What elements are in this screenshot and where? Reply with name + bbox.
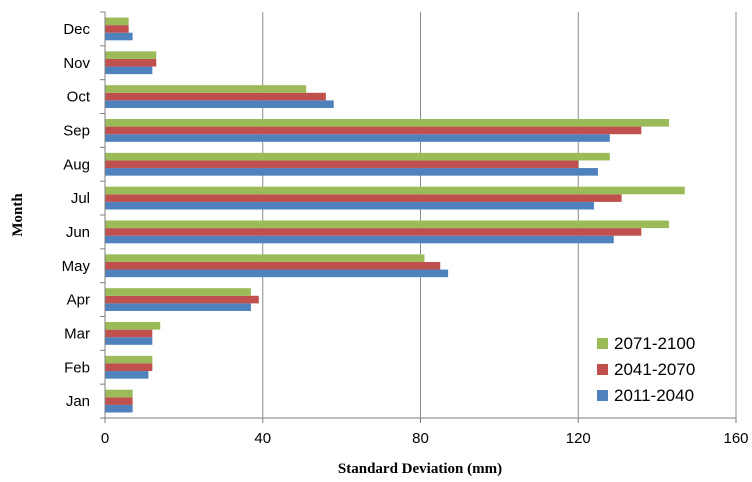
y-tick-label-aug: Aug — [63, 156, 90, 173]
legend-swatch-2011-2040 — [597, 390, 608, 401]
bar-oct-2041-2070 — [105, 92, 326, 101]
bar-may-2011-2040 — [105, 269, 449, 278]
bar-oct-2071-2100 — [105, 85, 307, 93]
gridlines — [262, 12, 737, 418]
y-tick-label-dec: Dec — [63, 21, 90, 38]
x-tick-label-0: 0 — [101, 430, 109, 447]
y-tick-label-sep: Sep — [63, 122, 90, 139]
bar-sep-2041-2070 — [105, 126, 642, 135]
legend-label-2071-2100: 2071-2100 — [614, 334, 695, 353]
bar-aug-2011-2040 — [105, 168, 598, 176]
x-axis-title: Standard Deviation (mm) — [338, 461, 502, 477]
bar-sep-2071-2100 — [105, 119, 669, 127]
bars — [105, 17, 685, 413]
y-tick-label-jan: Jan — [66, 393, 90, 410]
legend-label-2011-2040: 2011-2040 — [614, 386, 694, 405]
bar-jul-2041-2070 — [105, 194, 622, 202]
x-tick-label-3: 120 — [566, 430, 591, 447]
bar-dec-2041-2070 — [105, 25, 129, 33]
y-tick-label-mar: Mar — [64, 325, 90, 342]
bar-aug-2041-2070 — [105, 160, 579, 169]
legend: 2071-2100 2041-2070 2011-2040 — [597, 334, 695, 405]
y-tick-labels: Jan Feb Mar Apr May Jun Jul Aug Sep Oct Nov Dec — [62, 21, 91, 410]
bar-mar-2071-2100 — [105, 322, 161, 330]
bar-apr-2041-2070 — [105, 295, 259, 304]
bar-nov-2041-2070 — [105, 58, 157, 67]
y-tick-label-feb: Feb — [64, 359, 90, 376]
bar-jan-2011-2040 — [105, 404, 133, 413]
bar-nov-2071-2100 — [105, 51, 157, 59]
bar-dec-2071-2100 — [105, 17, 129, 26]
bar-jun-2041-2070 — [105, 228, 642, 236]
bar-apr-2071-2100 — [105, 288, 251, 296]
axes — [100, 11, 737, 423]
y-tick-label-jul: Jul — [71, 190, 90, 207]
x-tick-labels: 0 40 80 120 160 — [101, 430, 749, 447]
legend-label-2041-2070: 2041-2070 — [614, 360, 695, 379]
legend-swatch-2071-2100 — [597, 338, 608, 349]
bar-nov-2011-2040 — [105, 66, 153, 75]
x-tick-label-2: 80 — [412, 430, 429, 447]
bar-dec-2011-2040 — [105, 32, 133, 41]
y-axis-title: Month — [10, 193, 26, 237]
bar-oct-2011-2040 — [105, 100, 334, 108]
y-tick-label-may: May — [62, 258, 91, 275]
bar-may-2071-2100 — [105, 254, 425, 262]
y-tick-label-jun: Jun — [66, 224, 90, 241]
bar-sep-2011-2040 — [105, 134, 610, 142]
bar-apr-2011-2040 — [105, 303, 251, 311]
bar-feb-2041-2070 — [105, 363, 153, 372]
bar-jul-2011-2040 — [105, 201, 595, 210]
bar-feb-2071-2100 — [105, 355, 153, 364]
bar-mar-2011-2040 — [105, 337, 153, 345]
y-tick-label-apr: Apr — [67, 292, 90, 309]
bar-aug-2071-2100 — [105, 152, 610, 161]
x-tick-label-4: 160 — [723, 430, 748, 447]
bar-jul-2071-2100 — [105, 186, 685, 195]
bar-jun-2071-2100 — [105, 220, 669, 229]
legend-swatch-2041-2070 — [597, 364, 608, 375]
bar-jun-2011-2040 — [105, 235, 614, 244]
bar-jan-2041-2070 — [105, 397, 133, 405]
bar-feb-2011-2040 — [105, 371, 149, 379]
x-tick-label-1: 40 — [254, 430, 271, 447]
y-tick-label-nov: Nov — [63, 55, 90, 72]
y-tick-label-oct: Oct — [67, 89, 91, 106]
bar-jan-2071-2100 — [105, 389, 133, 398]
bar-mar-2041-2070 — [105, 329, 153, 338]
bar-may-2041-2070 — [105, 261, 441, 270]
